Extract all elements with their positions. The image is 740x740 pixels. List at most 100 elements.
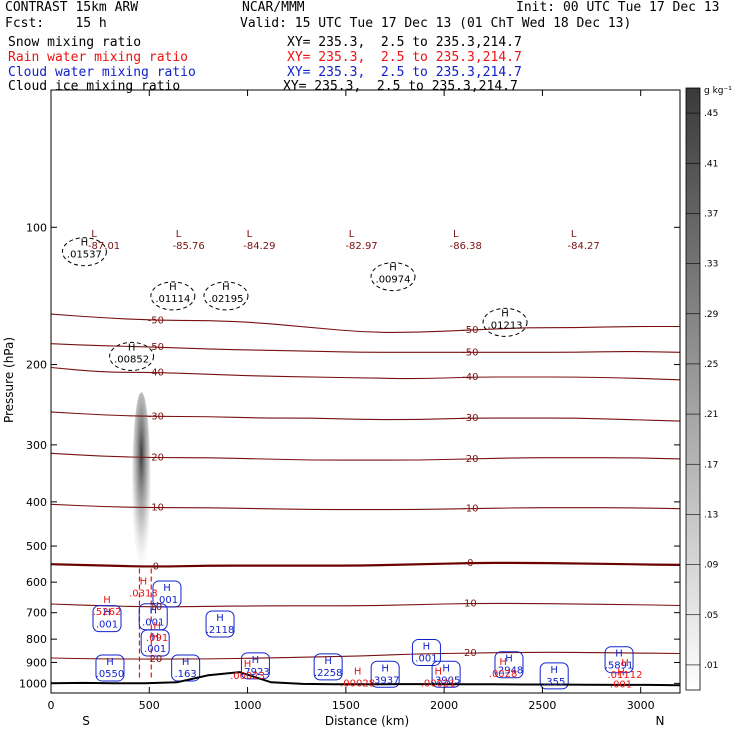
cloud-water-max-marker: H xyxy=(615,649,623,660)
plot-layer xyxy=(51,237,680,690)
colorbar-level-label: .17 xyxy=(704,460,718,470)
cloud-ice-max-marker: H xyxy=(169,282,177,293)
cloud-ice-max-value: .01537 xyxy=(67,250,102,261)
x-tick-label: 2000 xyxy=(430,699,458,712)
rain-max-marker: H xyxy=(499,657,507,668)
temperature-min-value: -84.27 xyxy=(568,241,600,252)
cloud-ice-max-marker: H xyxy=(222,282,230,293)
plot-frame xyxy=(50,89,681,694)
temperature-contour-label: -50 xyxy=(462,325,478,336)
temperature-min-marker: L xyxy=(571,229,577,240)
cloud-ice-contour-5 xyxy=(109,341,155,371)
field-label-rain: Rain water mixing ratio xyxy=(8,50,189,65)
cloud-ice-max-marker: H xyxy=(501,308,509,319)
temperature-contour-label: -30 xyxy=(462,413,478,424)
cloud-water-max-marker: H xyxy=(163,583,171,594)
rain-max-value: .5262 xyxy=(93,607,122,618)
y-tick-label: 300 xyxy=(26,439,47,452)
cloud-ice-max-value: .01213 xyxy=(488,320,523,331)
cloud-water-max-marker: H xyxy=(550,665,558,676)
temperature-contour-1 xyxy=(51,343,680,353)
cloud-water-contour-1 xyxy=(92,605,122,633)
cloud-water-max-marker: H xyxy=(442,663,450,674)
temperature-min-marker: L xyxy=(349,229,355,240)
cloud-ice-max-value: .00852 xyxy=(114,354,149,365)
cloud-water-max-marker: H xyxy=(252,655,260,666)
cloud-water-max-value: .163 xyxy=(175,669,197,680)
temperature-contour-8 xyxy=(51,651,680,660)
cloud-water-contour-12 xyxy=(539,662,569,690)
y-tick-label: 600 xyxy=(26,576,47,589)
field-label-snow: Snow mixing ratio xyxy=(8,35,142,50)
x-tick-label: 500 xyxy=(139,699,160,712)
cloud-water-contour-9 xyxy=(370,660,400,688)
cloud-water-max-value: .001 xyxy=(156,595,178,606)
temperature-min-marker: L xyxy=(176,229,182,240)
temperature-min-value: -82.97 xyxy=(345,241,377,252)
y-tick-label: 900 xyxy=(26,656,47,669)
cloud-water-max-value: .001 xyxy=(144,644,166,655)
temperature-contour-label: -20 xyxy=(148,453,164,464)
x-tick-label: 1500 xyxy=(332,699,360,712)
temperature-contour-label: -10 xyxy=(462,504,478,515)
colorbar-level-label: .25 xyxy=(704,360,718,370)
temperature-min-value: -85.76 xyxy=(172,241,204,252)
colorbar-level-label: .13 xyxy=(704,510,718,520)
colorbar-level-label: .33 xyxy=(704,260,718,270)
cloud-ice-contour-3 xyxy=(370,262,416,292)
cloud-water-contour-8 xyxy=(313,653,343,681)
rain-max-value: .0313 xyxy=(129,589,158,600)
terrain-line xyxy=(51,671,680,687)
cloud-water-max-value: .7923 xyxy=(241,667,270,678)
cloud-water-max-value: .2118 xyxy=(206,625,235,636)
cloud-water-max-value: .3905 xyxy=(432,675,461,686)
rain-max-marker: H xyxy=(140,577,148,588)
temperature-contour-5 xyxy=(51,503,680,511)
cloud-ice-max-marker: H xyxy=(81,238,89,249)
y-tick-label: 200 xyxy=(26,359,47,372)
temperature-contour-label: -30 xyxy=(148,412,164,423)
south-endpoint-label: S xyxy=(82,714,90,728)
y-tick-label: 700 xyxy=(26,607,47,620)
colorbar-labels: .01 .05 .09 .13 .17 .21 .25 .29 .33 .37 .41 .45 xyxy=(686,109,719,671)
colorbar-level-label: .21 xyxy=(704,410,718,420)
rain-max-marker: H xyxy=(354,666,362,677)
cloud-water-max-marker: H xyxy=(423,641,431,652)
rain-max-marker: H xyxy=(621,658,629,669)
y-tick-label: 1000 xyxy=(19,677,47,690)
rain-max-marker: H xyxy=(244,659,252,670)
cloud-ice-max-value: .00974 xyxy=(376,275,411,286)
cloud-water-max-value: .355 xyxy=(543,677,565,688)
field-label-cloud-water: Cloud water mixing ratio xyxy=(8,65,196,80)
rain-max-value: .091 xyxy=(146,633,168,644)
rain-max-marker: H xyxy=(103,595,111,606)
temperature-contour-label: 0 xyxy=(467,558,473,569)
cloud-water-max-marker: H xyxy=(106,657,114,668)
colorbar-level-label: .05 xyxy=(704,611,718,621)
temperature-contour-label: -50 xyxy=(462,347,478,358)
snow-shading-plume xyxy=(132,392,151,571)
cloud-water-max-marker: H xyxy=(149,606,157,617)
temperature-contour-3 xyxy=(51,411,680,422)
cloud-water-max-value: .001 xyxy=(415,653,437,664)
cloud-water-max-marker: H xyxy=(381,663,389,674)
x-tick-label: 3000 xyxy=(627,699,655,712)
xy-label-cloud-water: XY= 235.3, 2.5 to 235.3,214.7 xyxy=(287,65,522,80)
rain-max-value: .001 xyxy=(610,679,632,690)
colorbar-level-label: .29 xyxy=(704,310,719,320)
y-tick-label: 400 xyxy=(26,496,47,509)
temperature-min-marker: L xyxy=(453,229,459,240)
x-tick-label: 1000 xyxy=(234,699,262,712)
colorbar xyxy=(685,87,701,691)
temperature-contour-4 xyxy=(51,452,680,461)
x-axis-title: Distance (km) xyxy=(325,714,409,728)
temperature-contour-label: -20 xyxy=(462,454,478,465)
valid-time: Valid: 15 UTC Tue 17 Dec 13 (01 ChT Wed … xyxy=(240,16,632,31)
cloud-ice-contour-2 xyxy=(203,281,249,311)
cloud-water-max-value: .0550 xyxy=(96,669,125,680)
cloud-water-contour-13 xyxy=(604,646,634,674)
temperature-contour-label: -40 xyxy=(148,367,164,378)
rain-max-value: .00028 xyxy=(340,678,375,689)
temperature-min-marker: L xyxy=(247,229,253,240)
